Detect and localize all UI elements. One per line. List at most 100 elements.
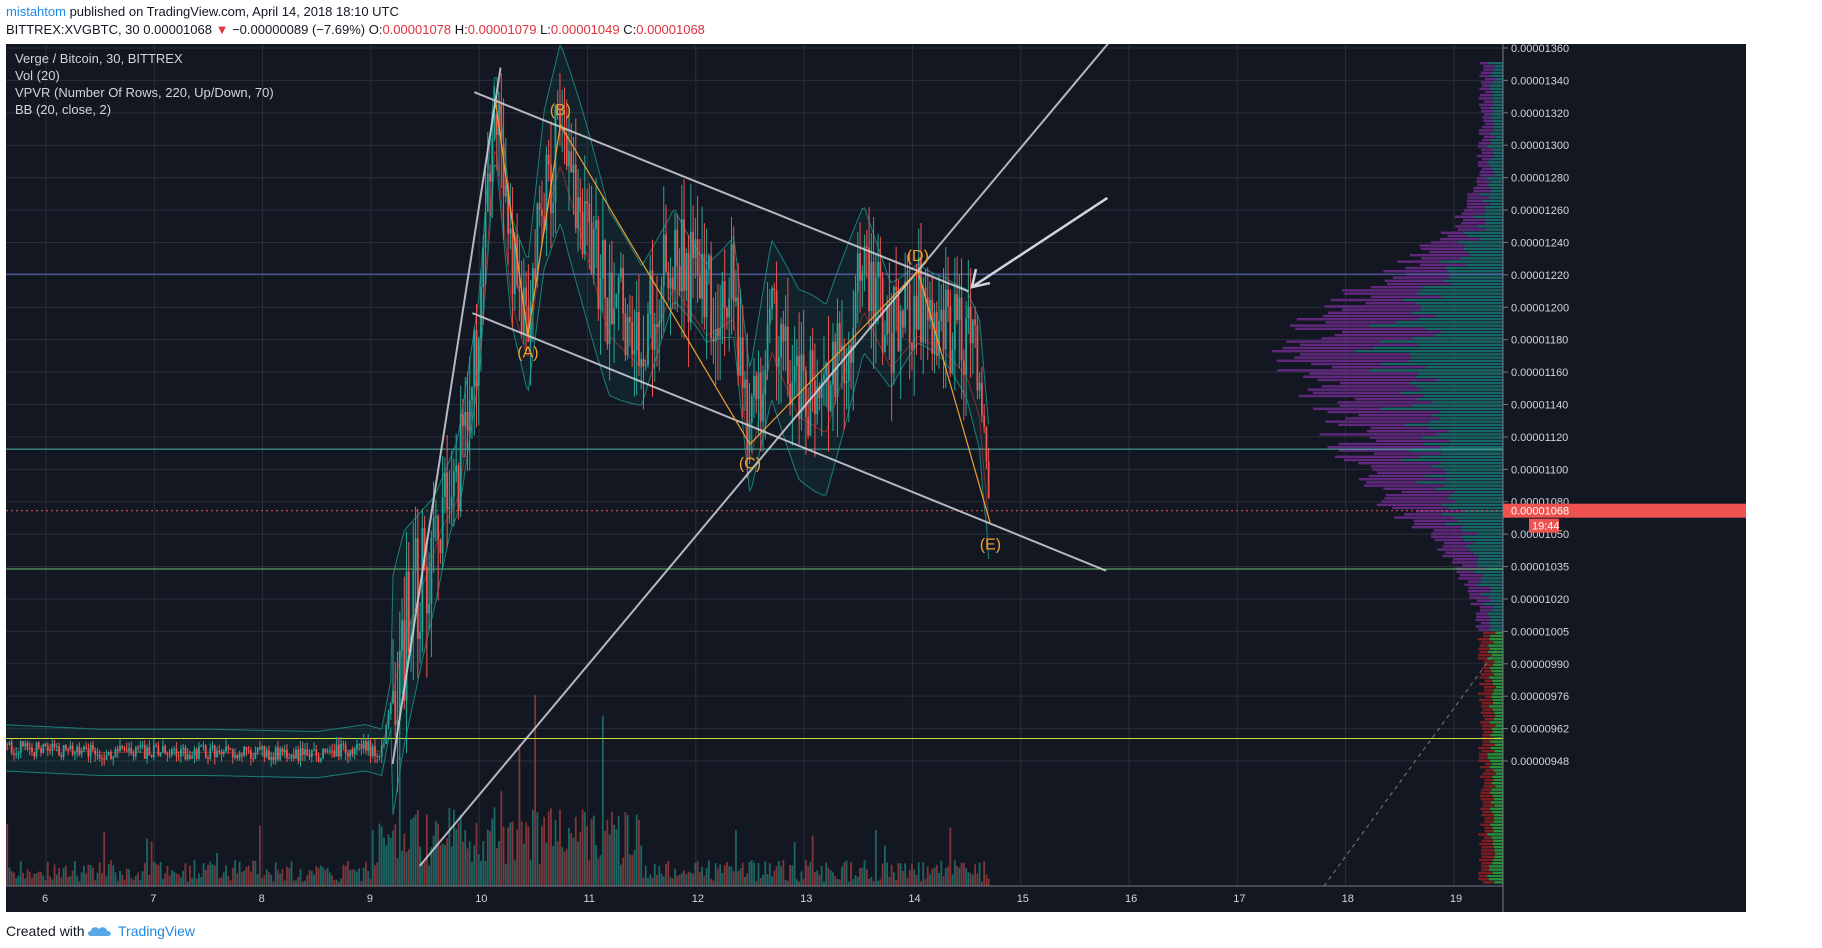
candle-body (231, 749, 234, 758)
tradingview-link[interactable]: TradingView (118, 923, 196, 939)
legend-bb[interactable]: BB (20, close, 2) (15, 102, 112, 117)
volume-bar (504, 863, 507, 886)
candle-body (531, 268, 534, 301)
volume-bar (739, 868, 742, 886)
volume-bar (252, 860, 255, 886)
volume-bar (737, 871, 740, 886)
candle-body (69, 745, 72, 750)
volume-bar (83, 865, 85, 886)
candle-body (297, 749, 300, 761)
volume-bar (674, 868, 676, 886)
volume-bar (798, 881, 801, 886)
candle-body (662, 234, 665, 286)
volume-bar (791, 865, 794, 886)
volume-bar (247, 865, 250, 886)
volume-bar (453, 809, 455, 886)
volume-bar (299, 869, 302, 886)
open-label: O: (368, 22, 383, 37)
vpvr-up-row (1469, 548, 1503, 551)
candle-body (823, 374, 825, 380)
candle-body (883, 335, 886, 353)
candle-body (62, 745, 65, 757)
time-tick-label: 6 (42, 893, 48, 905)
vpvr-up-row (1496, 78, 1503, 81)
candle-body (789, 383, 792, 406)
volume-bar (854, 875, 857, 886)
vpvr-up-row (1418, 318, 1503, 321)
volume-bar (60, 877, 63, 886)
volume-bar (87, 864, 90, 886)
vpvr-down-row (1461, 212, 1484, 215)
volume-bar (356, 871, 358, 886)
volume-bar (701, 867, 704, 886)
vpvr-up-row (1435, 487, 1503, 490)
volume-bar (421, 861, 424, 886)
volume-bar (365, 861, 367, 886)
candle-body (852, 328, 855, 363)
chart-canvas[interactable]: (A)(B)(C)(D)(E) 0.000013600.000013400.00… (1, 0, 1746, 912)
vpvr-up-row (1441, 513, 1503, 516)
vpvr-down-row (1469, 596, 1490, 599)
legend-volume[interactable]: Vol (20) (15, 68, 60, 83)
candle-body (608, 272, 611, 345)
volume-bar (346, 860, 349, 886)
volume-bar (568, 827, 570, 886)
vpvr-up-row (1491, 71, 1503, 74)
vpvr-up-row (1489, 84, 1503, 87)
volume-bar (398, 757, 401, 886)
author-link[interactable]: mistahtom (6, 4, 66, 19)
chart-area[interactable]: (A) (B) (C) (D) (E) 0.00001360 0.00001340 0.00… (1, 0, 1746, 912)
candle-body (786, 326, 789, 384)
vpvr-up-row (1476, 532, 1503, 535)
volume-bar (180, 877, 182, 886)
volume-bar (500, 791, 503, 886)
candle-body (949, 306, 952, 374)
candle-body (166, 753, 169, 755)
volume-bar (726, 862, 728, 886)
vpvr-down-row (1476, 599, 1492, 602)
time-tick-label: 8 (259, 893, 265, 905)
vpvr-up-row (1495, 785, 1503, 788)
vpvr-up-row (1488, 878, 1503, 881)
volume-bar (805, 860, 807, 886)
vpvr-up-row (1489, 676, 1503, 679)
vpvr-up-row (1380, 407, 1503, 410)
vpvr-down-row (1479, 753, 1488, 756)
volume-bar (105, 876, 108, 886)
vpvr-up-row (1409, 382, 1503, 385)
volume-bar (622, 857, 625, 886)
volume-bar (906, 877, 909, 886)
price-axis[interactable]: 0.00001360 0.00001340 0.00001320 0.00001300… (1502, 43, 1746, 912)
open-value: 0.00001078 (382, 22, 452, 37)
vpvr-up-row (1431, 465, 1503, 468)
candle-body (428, 603, 431, 614)
vpvr-down-row (1483, 785, 1496, 788)
trendline-drawings[interactable] (391, 0, 1498, 887)
volume-bar (53, 864, 56, 886)
vpvr-up-row (1494, 750, 1503, 753)
volume-bar (236, 873, 239, 886)
vpvr-up-row (1494, 100, 1503, 103)
volume-bar (764, 861, 767, 886)
vpvr-up-row (1492, 81, 1503, 84)
candle-body (572, 164, 575, 173)
vpvr-up-row (1491, 782, 1503, 785)
vpvr-up-row (1411, 356, 1503, 359)
vpvr-down-row (1429, 250, 1468, 254)
candle-body (489, 173, 491, 182)
candle-body (453, 471, 455, 497)
legend-symbol[interactable]: Verge / Bitcoin, 30, BITTREX (15, 51, 183, 66)
vpvr-down-row (1477, 161, 1488, 164)
vpvr-up-row (1482, 574, 1503, 577)
wave-pattern[interactable]: (A) (B) (C) (D) (E) (494, 100, 1001, 554)
vpvr-up-row (1437, 433, 1503, 436)
candle-body (71, 745, 74, 755)
tradingview-cloud-icon[interactable] (87, 925, 113, 937)
time-axis[interactable]: 6 7 8 9 10 11 12 13 14 15 16 17 18 19 (6, 885, 1503, 905)
vpvr-up-row (1480, 580, 1503, 583)
candle-body (757, 372, 760, 400)
volume-bar (784, 879, 787, 886)
volume-bar (459, 814, 462, 886)
legend-vpvr[interactable]: VPVR (Number Of Rows, 220, Up/Down, 70) (15, 85, 274, 100)
vpvr-down-row (1313, 407, 1381, 410)
